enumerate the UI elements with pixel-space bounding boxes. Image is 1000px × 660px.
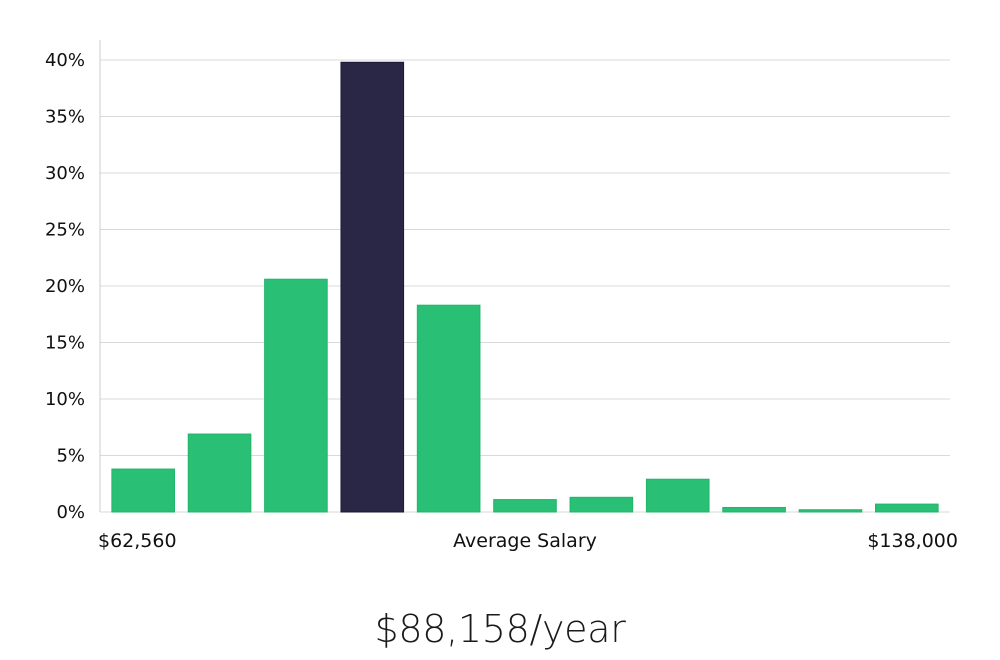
- y-tick-label: 40%: [45, 50, 85, 71]
- histogram-bar: [416, 304, 481, 513]
- histogram-bar: [187, 433, 252, 513]
- histogram-bar: [798, 509, 863, 513]
- x-label-min: $62,560: [98, 530, 177, 552]
- histogram-bar: [645, 478, 710, 513]
- y-axis-tick-labels: 0% 5% 10% 15% 20% 25% 30% 35% 40%: [45, 50, 85, 523]
- y-tick-label: 0%: [56, 502, 85, 523]
- histogram-bar: [722, 506, 786, 513]
- average-salary-value: $88,158/year: [374, 607, 626, 651]
- x-label-max: $138,000: [867, 530, 958, 552]
- histogram-bar: [875, 503, 939, 513]
- y-tick-label: 30%: [45, 163, 85, 184]
- salary-histogram: 0% 5% 10% 15% 20% 25% 30% 35% 40% $62,560 Averag…: [45, 40, 958, 552]
- x-label-average: Average Salary: [453, 530, 597, 552]
- y-tick-label: 25%: [45, 220, 85, 241]
- histogram-bar-highlighted: [340, 61, 405, 513]
- y-tick-label: 10%: [45, 389, 85, 410]
- histogram-bar: [493, 499, 557, 513]
- histogram-bar: [111, 468, 175, 513]
- y-tick-label: 5%: [56, 446, 85, 467]
- y-tick-label: 20%: [45, 276, 85, 297]
- histogram-bars: [111, 61, 939, 513]
- histogram-bar: [569, 496, 634, 513]
- y-tick-label: 15%: [45, 333, 85, 354]
- y-tick-label: 35%: [45, 107, 85, 128]
- histogram-bar: [264, 278, 328, 513]
